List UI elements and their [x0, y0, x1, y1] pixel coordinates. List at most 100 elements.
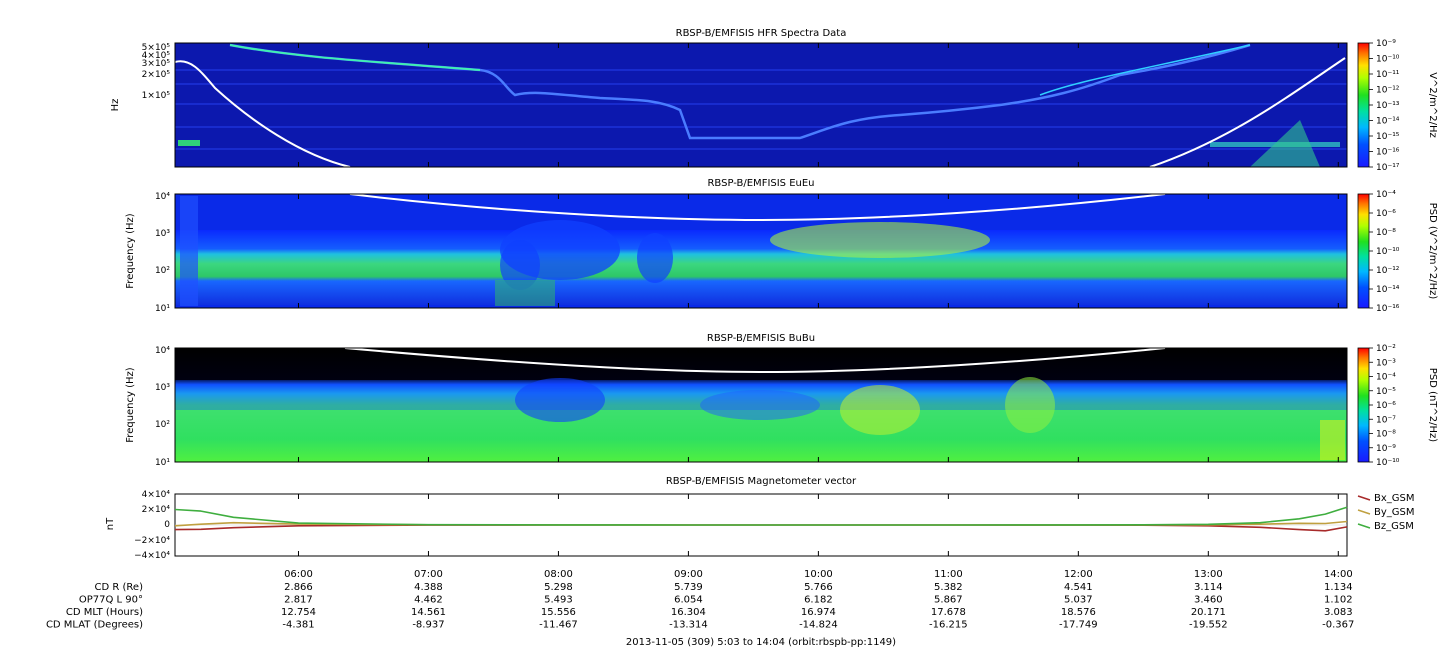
ephemeris-value: 2.817	[284, 595, 313, 606]
ephemeris-value: 18.576	[1061, 607, 1096, 618]
x-tick-label: 06:00	[284, 569, 313, 580]
ephemeris-value: 1.102	[1324, 595, 1353, 606]
time-ticks: 06:00 07:00 08:00 09:00 10:00 11:00 12:00 13:00…	[284, 43, 1353, 580]
ephemeris-value: 5.493	[544, 595, 573, 606]
colorbar-tick-label: 10⁻¹²	[1376, 266, 1400, 276]
mag-ytick: −2×10⁴	[134, 536, 170, 546]
ephemeris-value: 16.974	[801, 607, 836, 618]
colorbar-tick-label: 10⁻¹⁰	[1376, 458, 1400, 468]
colorbar-tick-label: 10⁻¹⁶	[1376, 148, 1400, 158]
colorbar-tick-label: 10⁻¹⁰	[1376, 247, 1400, 257]
colorbar-tick-label: 10⁻⁵	[1376, 387, 1396, 397]
eueu-ytick: 10⁴	[155, 192, 170, 202]
legend-swatch	[1357, 523, 1371, 529]
colorbar-tick-label: 10⁻⁴	[1376, 190, 1396, 200]
ephemeris-value: 5.298	[544, 582, 573, 593]
hfr-ytick: 1×10⁵	[142, 91, 171, 101]
ephemeris-value: 4.388	[414, 582, 443, 593]
colorbar-tick-label: 10⁻⁸	[1376, 430, 1396, 440]
bubu-ytick: 10¹	[155, 458, 170, 468]
colorbar-tick-label: 10⁻¹¹	[1376, 70, 1400, 80]
ephemeris-value: 5.867	[934, 595, 963, 606]
ephemeris-value: -4.381	[282, 620, 314, 631]
colorbar-tick-label: 10⁻⁹	[1376, 39, 1396, 49]
hfr-ytick: 5×10⁵	[142, 43, 171, 53]
spectrogram-hfr	[174, 42, 1348, 168]
eueu-ytick: 10³	[155, 229, 170, 239]
hfr-colorbar: 10⁻⁹ 10⁻¹⁰ 10⁻¹¹ 10⁻¹² 10⁻¹³ 10⁻¹⁴ 10⁻¹⁵ 10⁻¹⁶ 1…	[1357, 39, 1438, 173]
mag-ylabel: nT	[105, 517, 116, 530]
ephemeris-value: 1.134	[1324, 582, 1353, 593]
colorbar-tick-label: 10⁻⁶	[1376, 209, 1396, 219]
magnetometer-plot	[174, 493, 1348, 557]
eueu-colorbar-label: PSD (V^2/m^2/Hz)	[1427, 203, 1438, 300]
colorbar-tick-label: 10⁻³	[1376, 358, 1396, 368]
hfr-ytick: 4×10⁵	[142, 51, 171, 61]
x-tick-label: 09:00	[674, 569, 703, 580]
ephemeris-value: 4.462	[414, 595, 443, 606]
ephemeris-row-label: CD MLAT (Degrees)	[46, 620, 143, 631]
mag-ytick: 2×10⁴	[142, 505, 171, 515]
eueu-ytick: 10¹	[155, 304, 170, 314]
ephemeris-value: -11.467	[539, 620, 578, 631]
colorbar-tick-label: 10⁻¹⁴	[1376, 285, 1400, 295]
bubu-yaxis: 10⁴ 10³ 10² 10¹ Frequency (Hz)	[125, 346, 170, 468]
colorbar-tick-label: 10⁻¹⁵	[1376, 132, 1400, 142]
ephemeris-value: 5.037	[1064, 595, 1093, 606]
bubu-colorbar: 10⁻² 10⁻³ 10⁻⁴ 10⁻⁵ 10⁻⁶ 10⁻⁷ 10⁻⁸ 10⁻⁹ 10⁻¹⁰ PS…	[1357, 344, 1438, 468]
ephemeris-value: -17.749	[1059, 620, 1098, 631]
hfr-ylabel: Hz	[110, 99, 121, 112]
colorbar-tick-label: 10⁻⁴	[1376, 373, 1396, 383]
colorbar-tick-label: 10⁻⁸	[1376, 228, 1396, 238]
colorbar-tick-label: 10⁻¹⁴	[1376, 117, 1400, 127]
hfr-yaxis: 5×10⁵ 4×10⁵ 3×10⁵ 2×10⁵ 1×10⁵ Hz	[110, 43, 170, 111]
series-line-Bz_GSM	[174, 506, 1348, 526]
ephemeris-row-label: OP77Q L 90°	[79, 595, 143, 606]
eueu-colorbar: 10⁻⁴ 10⁻⁶ 10⁻⁸ 10⁻¹⁰ 10⁻¹² 10⁻¹⁴ 10⁻¹⁶ PSD (V^…	[1357, 190, 1438, 314]
bubu-ytick: 10²	[155, 420, 170, 430]
hfr-ytick: 3×10⁵	[142, 59, 171, 69]
x-tick-label: 07:00	[414, 569, 443, 580]
ephemeris-value: -14.824	[799, 620, 838, 631]
eueu-ylabel: Frequency (Hz)	[125, 213, 136, 289]
ephemeris-value: 6.054	[674, 595, 703, 606]
legend-swatch	[1357, 509, 1371, 515]
x-tick-label: 14:00	[1324, 569, 1353, 580]
bubu-ytick: 10⁴	[155, 346, 170, 356]
legend-swatch	[1357, 495, 1371, 501]
ephemeris-value: 3.114	[1194, 582, 1223, 593]
mag-yaxis: 4×10⁴ 2×10⁴ 0 −2×10⁴ −4×10⁴ nT	[105, 490, 170, 561]
panel-title-bubu: RBSP-B/EMFISIS BuBu	[707, 333, 815, 344]
ephemeris-value: -8.937	[412, 620, 444, 631]
mag-legend: Bx_GSM By_GSM Bz_GSM	[1357, 493, 1415, 532]
ephemeris-value: 5.739	[674, 582, 703, 593]
ephemeris-value: 20.171	[1191, 607, 1226, 618]
ephemeris-value: 3.460	[1194, 595, 1223, 606]
mag-series-group	[174, 506, 1348, 532]
x-tick-label: 12:00	[1064, 569, 1093, 580]
ephemeris-row-label: CD MLT (Hours)	[66, 607, 143, 618]
ephemeris-value: 15.556	[541, 607, 576, 618]
eueu-yaxis: 10⁴ 10³ 10² 10¹ Frequency (Hz)	[125, 192, 170, 314]
colorbar-tick-label: 10⁻⁹	[1376, 444, 1396, 454]
panel-title-eueu: RBSP-B/EMFISIS EuEu	[707, 178, 814, 189]
legend-entry: Bx_GSM	[1374, 493, 1415, 504]
x-tick-label: 11:00	[934, 569, 963, 580]
legend-entry: By_GSM	[1374, 507, 1415, 518]
x-tick-label: 13:00	[1194, 569, 1223, 580]
ephemeris-row-label: CD R (Re)	[95, 582, 144, 593]
spectrogram-bubu	[174, 347, 1348, 463]
eueu-ytick: 10²	[155, 266, 170, 276]
footer-time-range: 2013-11-05 (309) 5:03 to 14:04 (orbit:rb…	[626, 637, 896, 648]
ephemeris-value: 16.304	[671, 607, 706, 618]
ephemeris-value: 5.766	[804, 582, 833, 593]
spectrogram-eueu	[174, 193, 1348, 309]
mag-ytick: 0	[164, 520, 170, 530]
bubu-ylabel: Frequency (Hz)	[125, 367, 136, 443]
colorbar-tick-label: 10⁻⁷	[1376, 415, 1396, 425]
x-tick-label: 08:00	[544, 569, 573, 580]
ephemeris-value: 3.083	[1324, 607, 1353, 618]
mag-ytick: 4×10⁴	[142, 490, 171, 500]
colorbar-tick-label: 10⁻¹⁷	[1376, 163, 1400, 173]
